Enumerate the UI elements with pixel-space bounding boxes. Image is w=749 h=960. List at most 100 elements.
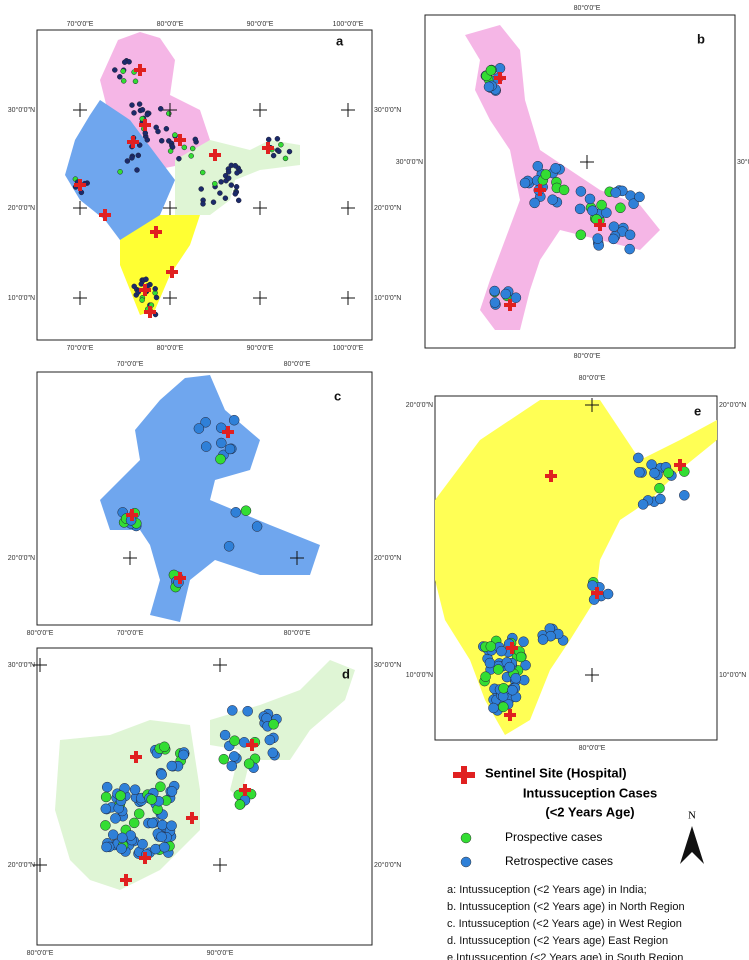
case-point: [117, 832, 128, 844]
case-point: [225, 175, 232, 181]
graticule-cross: [253, 291, 267, 305]
sentinel-site: [134, 64, 146, 76]
case-point: [129, 155, 135, 161]
caption: e.Intussuception (<2 Years age) in South…: [447, 952, 683, 960]
case-point: [628, 198, 639, 209]
case-point: [216, 437, 227, 449]
case-point: [120, 78, 127, 84]
case-point: [166, 110, 172, 117]
case-point: [224, 443, 236, 455]
graticule-cross: [253, 103, 267, 117]
case-point: [485, 641, 497, 652]
case-point: [540, 169, 552, 180]
case-point: [232, 191, 239, 197]
case-point: [212, 180, 218, 187]
case-point: [624, 243, 635, 255]
case-point: [226, 760, 238, 772]
case-point: [601, 207, 612, 218]
case-point: [575, 229, 587, 241]
case-point: [153, 294, 160, 301]
case-point: [120, 68, 126, 74]
case-point: [228, 751, 240, 762]
case-point: [558, 184, 570, 196]
case-point: [494, 63, 506, 74]
sentinel-site: [262, 142, 274, 154]
case-point: [129, 102, 135, 108]
case-point: [147, 817, 158, 829]
tick-label: 80°0'0"E: [157, 20, 184, 28]
case-point: [679, 490, 690, 501]
sentinel-site: [246, 739, 258, 751]
tick-label: 20°0'0"N: [8, 554, 35, 562]
legend-symbol: [460, 832, 472, 844]
tick-label: 10°0'0"N: [719, 671, 746, 679]
case-point: [655, 493, 666, 505]
case-point: [218, 753, 230, 765]
sentinel-site: [74, 179, 86, 191]
legend: Sentinel Site (Hospital) Intussuception …: [453, 765, 704, 868]
case-point: [484, 657, 496, 669]
sentinel-site: [127, 136, 139, 148]
sentinel-site: [594, 219, 606, 231]
graticule-cross: [163, 103, 177, 117]
case-point: [510, 673, 522, 684]
case-point: [135, 152, 142, 159]
sentinel-site: [534, 184, 546, 196]
caption: d. Intussuception (<2 Years age) East Re…: [447, 935, 668, 947]
case-point: [200, 441, 212, 452]
graticule-cross: [163, 291, 177, 305]
tick-label: 80°0'0"E: [574, 352, 601, 360]
case-point: [156, 769, 167, 780]
case-point: [132, 78, 139, 85]
tick-label: 90°0'0"E: [247, 20, 274, 28]
case-point: [278, 141, 284, 148]
case-point: [537, 634, 549, 645]
tick-label: 80°0'0"E: [157, 344, 184, 352]
tick-label: 30°0'0"N: [8, 661, 35, 669]
case-point: [634, 467, 645, 478]
case-point: [507, 684, 518, 696]
graticule-cross: [33, 658, 47, 672]
tick-label: 20°0'0"N: [374, 204, 401, 212]
case-point: [519, 177, 531, 189]
case-point: [101, 841, 112, 853]
tick-label: 80°0'0"E: [27, 629, 54, 637]
tick-label: 70°0'0"E: [117, 629, 144, 637]
graticule-cross: [290, 551, 304, 565]
case-point: [199, 169, 206, 176]
case-point: [166, 820, 177, 831]
graticule-cross: [253, 201, 267, 215]
case-point: [592, 233, 603, 244]
case-point: [518, 636, 529, 647]
case-point: [232, 162, 239, 169]
region-east: [175, 140, 300, 215]
case-point: [100, 791, 112, 803]
tick-label: 30°0'0"N: [396, 158, 423, 166]
case-point: [193, 423, 205, 434]
case-point: [143, 276, 149, 283]
tick-label: 20°0'0"N: [374, 861, 401, 869]
case-point: [144, 137, 151, 143]
case-point: [480, 671, 491, 682]
case-point: [276, 148, 282, 155]
tick-label: 20°0'0"N: [719, 401, 746, 409]
graticule: 70°0'0"E 80°0'0"E 90°0'0"E 100°0'0"E 70°0'0"…: [8, 4, 749, 957]
tick-label: 80°0'0"E: [284, 629, 311, 637]
tick-label: 20°0'0"N: [406, 401, 433, 409]
case-point: [265, 136, 272, 143]
sentinel-site: [545, 470, 557, 482]
case-point: [136, 101, 143, 107]
sentinel-site: [139, 852, 151, 864]
case-point: [189, 145, 196, 152]
tick-label: 100°0'0"E: [333, 20, 364, 28]
case-point: [133, 808, 145, 819]
sentinel-site: [139, 119, 151, 131]
case-point: [286, 148, 293, 155]
case-point: [602, 588, 614, 600]
tick-label: 70°0'0"E: [117, 360, 144, 368]
case-point: [498, 701, 509, 713]
case-point: [268, 719, 279, 730]
case-point: [176, 155, 182, 162]
graticule-cross: [580, 155, 594, 169]
case-point: [233, 184, 240, 190]
